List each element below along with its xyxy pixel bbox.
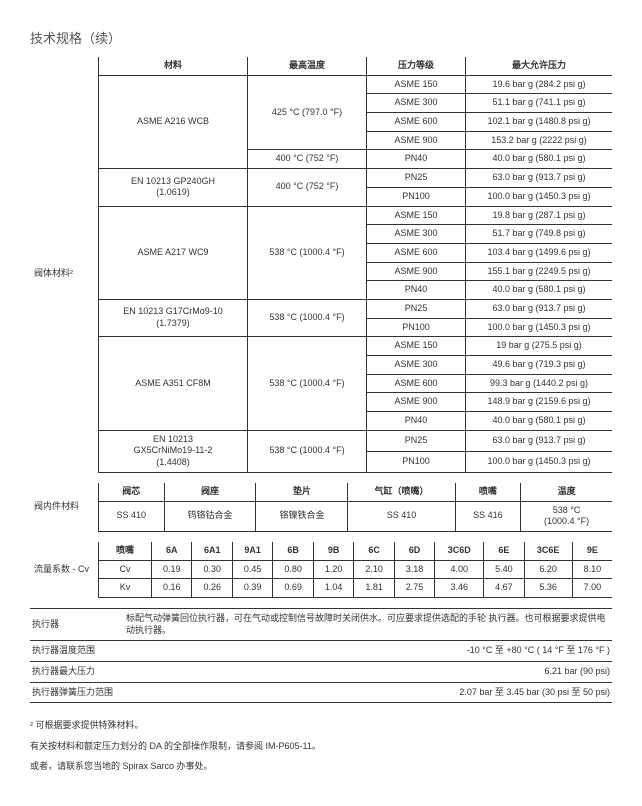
actuator-table: 执行器标配气动弹簧回位执行器，可在气动或控制信号故障时关闭供水。可应要求提供选配… [30,608,612,703]
page-title: 技术规格（续） [30,28,612,47]
footnotes: ² 可根据要求提供特殊材料。有关按材料和额定压力划分的 DA 的全部操作限制，请… [30,717,612,774]
flow-coef-table: 流量系数 - Cv喷嘴6A6A19A16B9B6C6D3C6D6E3C6E9EC… [30,542,612,598]
trim-material-table: 阀内件材料阀芯阀座垫片气缸（喷嘴）喷嘴温度SS 410钨铬钴合金铬镍铁合金SS … [30,483,612,532]
body-material-table: 材料最高温度压力等级最大允许压力阀体材料²ASME A216 WCB425 °C… [30,57,612,473]
